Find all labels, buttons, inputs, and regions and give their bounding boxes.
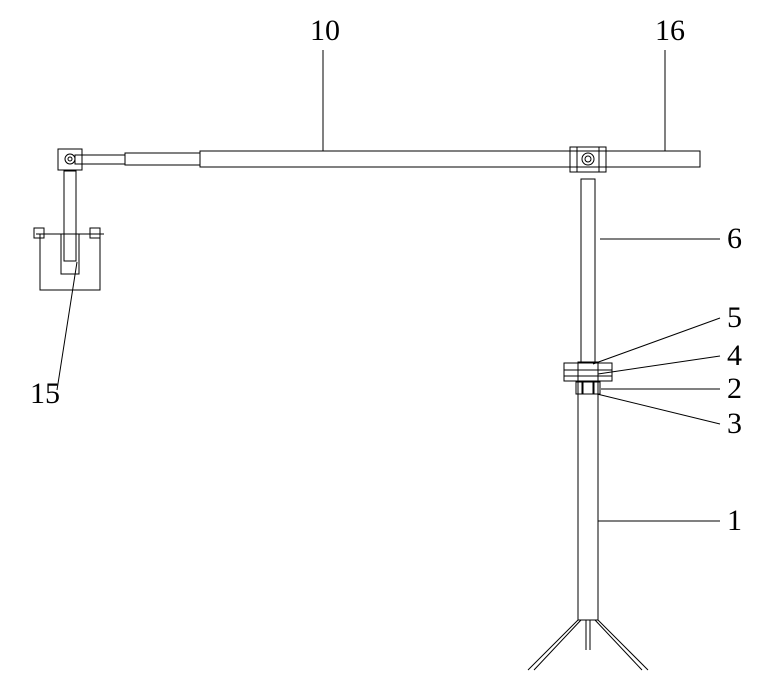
label-n4: 4 (727, 339, 742, 372)
label-n6: 6 (727, 222, 742, 255)
label-n16: 16 (655, 14, 685, 47)
label-n5: 5 (727, 301, 742, 334)
leader-l15 (57, 262, 77, 390)
leader-l5 (593, 318, 720, 364)
label-n15: 15 (30, 377, 60, 410)
label-n10: 10 (310, 14, 340, 47)
label-n2: 2 (727, 372, 742, 405)
label-n1: 1 (727, 504, 742, 537)
leader-l4 (598, 356, 720, 374)
leader-l3 (597, 394, 720, 424)
label-n3: 3 (727, 407, 742, 440)
